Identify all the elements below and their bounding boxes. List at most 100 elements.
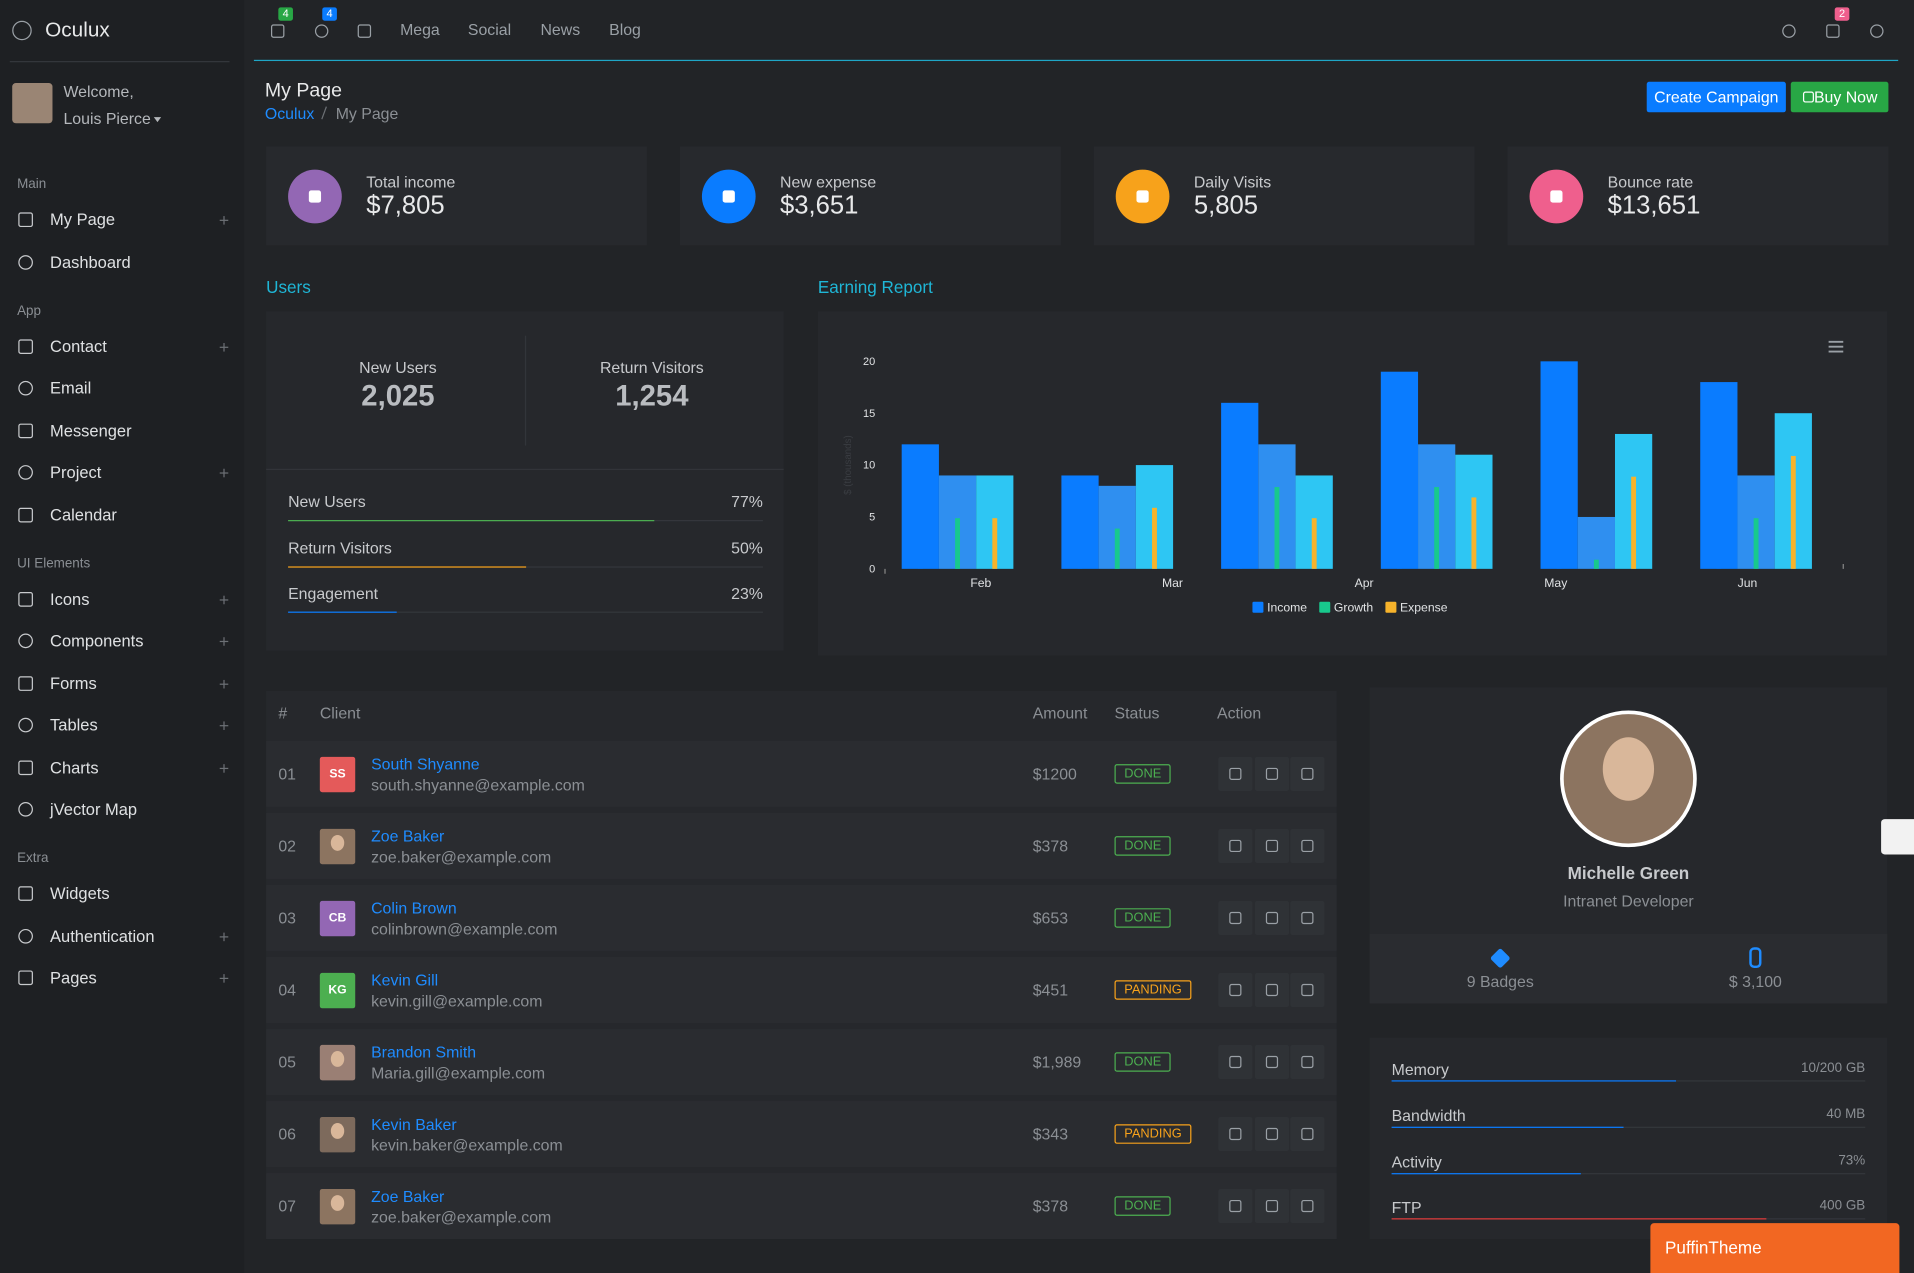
stat-glyph (1550, 190, 1563, 203)
action-button[interactable] (1218, 1116, 1253, 1152)
action-button[interactable] (1254, 828, 1290, 864)
avatar: KG (319, 972, 356, 1009)
expand-v (223, 974, 225, 983)
nav-item[interactable]: Email (50, 379, 92, 398)
icon (1265, 1127, 1279, 1141)
user-name[interactable]: Louis Pierce (63, 109, 151, 128)
client-email: colinbrown@example.com (371, 919, 558, 939)
status-badge: DONE (1114, 1196, 1172, 1216)
sidebar (0, 0, 245, 1273)
bar-accent (1471, 497, 1477, 569)
nav-item[interactable]: Authentication (50, 926, 155, 945)
icon (18, 380, 33, 396)
action-button[interactable] (1218, 1188, 1253, 1224)
icon (1229, 839, 1242, 853)
profile-role: Intranet Developer (1563, 891, 1694, 911)
button[interactable]: Buy Now (1790, 81, 1889, 113)
top-menu: News (540, 20, 581, 39)
nav-item[interactable]: Widgets (50, 884, 110, 903)
resource-label: Bandwidth (1391, 1106, 1466, 1125)
avatar-initials: SS (329, 767, 346, 782)
client-name[interactable]: Brandon Smith (371, 1043, 477, 1062)
action-button[interactable] (1254, 1044, 1290, 1080)
action-button[interactable] (1218, 756, 1253, 792)
footer-brand[interactable]: PuffinTheme (1650, 1223, 1900, 1273)
action-button[interactable] (1290, 900, 1325, 936)
badge: 4 (278, 7, 293, 21)
breadcrumb-sep: My Page (335, 104, 399, 123)
table-row (266, 740, 1337, 807)
nav-item[interactable]: Forms (50, 673, 97, 693)
table-row (266, 885, 1337, 951)
nav-item[interactable]: Pages (50, 968, 97, 987)
client-name[interactable]: Kevin Baker (371, 1115, 457, 1134)
nav-item[interactable]: jVector Map (50, 800, 138, 819)
profile-name: Michelle Green (1567, 863, 1690, 883)
avatar-initials: KG (328, 983, 347, 998)
nav-item[interactable]: Contact (50, 336, 107, 356)
legend-label: Expense (1400, 601, 1448, 615)
settings-tab[interactable] (1881, 819, 1914, 855)
action-button[interactable] (1254, 1188, 1290, 1224)
action-button[interactable] (1218, 972, 1253, 1008)
nav-item[interactable]: Project (50, 463, 102, 482)
bar-accent (1114, 528, 1120, 569)
action-button[interactable] (1290, 756, 1325, 792)
icon (1301, 1199, 1314, 1213)
user-avatar (12, 83, 53, 124)
breadcrumb-link[interactable]: Oculux (264, 104, 315, 123)
action-button[interactable] (1290, 1044, 1325, 1080)
nav-item[interactable]: Tables (50, 715, 98, 735)
resource-value: 10/200 GB (1801, 1060, 1866, 1076)
nav-item[interactable]: My Page (50, 210, 116, 229)
bar-accent (1152, 507, 1157, 569)
client-email: south.shyanne@example.com (371, 775, 585, 795)
client-name[interactable]: Kevin Gill (371, 971, 439, 990)
action-button[interactable] (1218, 1044, 1253, 1080)
profile-stat: $ 3,100 (1728, 972, 1782, 991)
row-number: 01 (278, 764, 296, 784)
nav-item[interactable]: Components (50, 631, 144, 651)
nav-item[interactable]: Calendar (50, 505, 117, 524)
stat-glyph (722, 190, 735, 203)
nav-item[interactable]: Dashboard (50, 252, 131, 271)
action-button[interactable] (1290, 828, 1325, 864)
button[interactable]: Create Campaign (1646, 81, 1786, 113)
page-title: My Page (264, 80, 342, 102)
avatar (319, 828, 356, 865)
expand-v (223, 637, 225, 646)
expand-v (223, 468, 225, 478)
stat-value: $13,651 (1607, 191, 1701, 220)
profile-stat: 9 Badges (1466, 972, 1534, 991)
action-button[interactable] (1290, 972, 1325, 1008)
progress-label: Engagement (288, 584, 379, 603)
count-label: New Users (359, 358, 437, 377)
nav-item[interactable]: Messenger (50, 421, 132, 440)
client-name[interactable]: Colin Brown (371, 899, 457, 918)
avatar-face (330, 1123, 345, 1139)
action-button[interactable] (1290, 1188, 1325, 1224)
action-button[interactable] (1290, 1116, 1325, 1152)
client-name[interactable]: Zoe Baker (371, 1187, 445, 1206)
action-button[interactable] (1218, 900, 1253, 936)
action-button[interactable] (1254, 1116, 1290, 1152)
client-name[interactable]: Zoe Baker (371, 827, 445, 846)
amount: $1,989 (1032, 1052, 1082, 1072)
action-button[interactable] (1254, 900, 1290, 936)
icon (1229, 767, 1242, 781)
table-row (266, 1029, 1337, 1095)
icon (1229, 983, 1242, 997)
client-name[interactable]: South Shyanne (371, 755, 480, 774)
icon (1265, 1055, 1279, 1069)
action-button[interactable] (1254, 972, 1290, 1008)
action-button[interactable] (1254, 756, 1290, 792)
progress-track (288, 611, 763, 613)
icon (1869, 23, 1883, 38)
action-button[interactable] (1218, 828, 1253, 864)
expand-v (223, 342, 225, 351)
nav-item[interactable]: Charts (50, 758, 99, 777)
badge: 2 (1834, 7, 1850, 21)
bar-accent (917, 487, 923, 569)
nav-item[interactable]: Icons (50, 589, 90, 608)
column-header: Action (1217, 703, 1262, 723)
